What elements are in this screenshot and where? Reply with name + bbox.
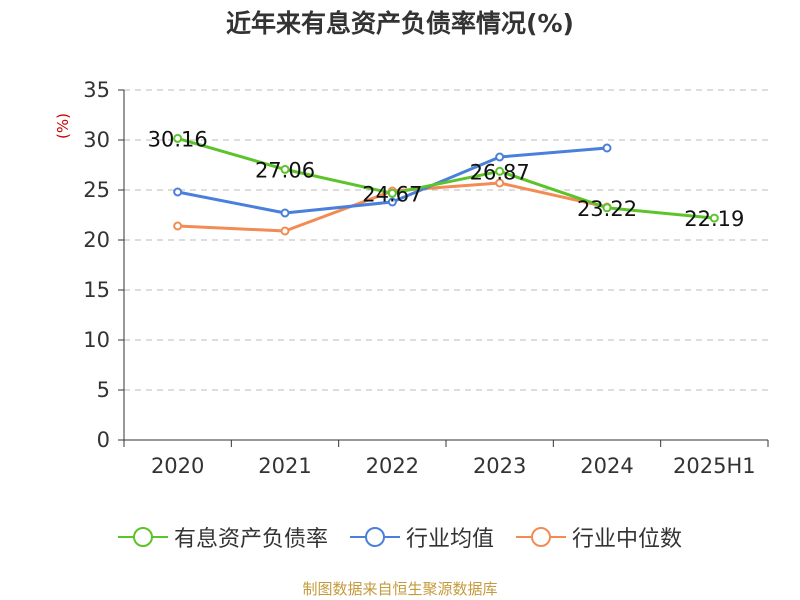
- legend-item[interactable]: 有息资产负债率: [117, 521, 328, 553]
- legend-item[interactable]: 行业中位数: [516, 521, 682, 553]
- data-point: [495, 166, 505, 176]
- y-tick-label: 20: [83, 228, 110, 252]
- data-label: 24.67: [362, 182, 422, 206]
- y-tick-label: 35: [83, 78, 110, 102]
- y-tick-label: 5: [97, 378, 110, 402]
- source-note: 制图数据来自恒生聚源数据库: [302, 580, 498, 598]
- legend-label: 行业中位数: [572, 527, 683, 552]
- legend-item[interactable]: 行业均值: [349, 521, 494, 553]
- series-line: [177, 136, 715, 220]
- data-point: [173, 133, 183, 143]
- data-label: 22.19: [684, 207, 744, 231]
- data-point: [709, 213, 719, 223]
- legend-line-marker-icon: [516, 527, 566, 547]
- y-tick-label: 10: [83, 328, 110, 352]
- y-tick-label: 15: [83, 278, 110, 302]
- data-point: [280, 164, 290, 174]
- legend-line-marker-icon: [117, 527, 168, 547]
- x-tick-label: 2025H1: [673, 454, 756, 478]
- data-label: 27.06: [255, 158, 315, 182]
- legend-label: 有息资产负债率: [173, 527, 328, 552]
- x-tick-label: 2022: [366, 454, 419, 478]
- chart-title: 近年来有息资产负债率情况(%): [226, 9, 574, 38]
- y-tick-label: 30: [83, 128, 110, 152]
- data-point: [173, 187, 183, 197]
- x-tick-label: 2023: [473, 454, 526, 478]
- x-tick-label: 2021: [258, 454, 311, 478]
- data-point: [280, 208, 290, 218]
- data-point: [173, 221, 183, 231]
- data-point: [387, 188, 397, 198]
- y-tick-label: 25: [83, 178, 110, 202]
- legend: 有息资产负债率 行业均值 行业中位数: [0, 521, 800, 553]
- legend-label: 行业均值: [405, 527, 494, 552]
- x-tick-label: 2020: [151, 454, 204, 478]
- data-label: 30.16: [148, 127, 208, 151]
- data-point: [387, 197, 397, 207]
- data-point: [280, 226, 290, 236]
- x-tick-label: 2024: [580, 454, 633, 478]
- data-point: [602, 203, 612, 213]
- data-point: [495, 178, 505, 188]
- data-point: [495, 152, 505, 162]
- y-axis-unit: (%): [54, 113, 72, 139]
- y-tick-label: 0: [97, 428, 110, 452]
- legend-line-marker-icon: [349, 527, 400, 547]
- data-label: 26.87: [470, 160, 530, 184]
- data-label: 23.22: [577, 197, 637, 221]
- data-point: [602, 143, 612, 153]
